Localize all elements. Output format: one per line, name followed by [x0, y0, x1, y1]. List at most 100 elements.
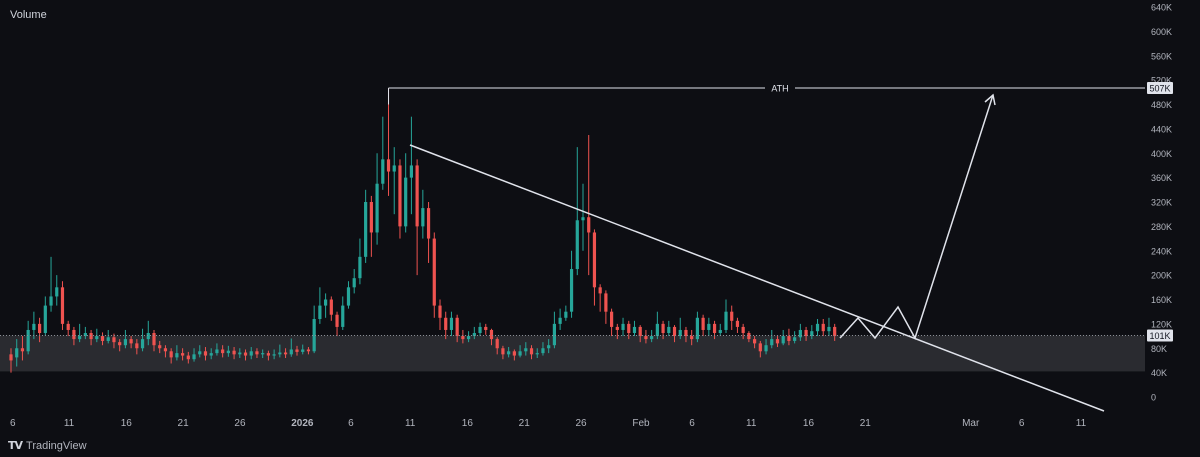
candle-body [32, 323, 36, 330]
candle-body [352, 278, 356, 288]
candle-body [118, 342, 122, 346]
candle-body [524, 348, 528, 352]
candle-body [38, 323, 42, 334]
candle-body [735, 320, 740, 327]
candle-body [707, 323, 711, 330]
current-price-label-bg [1147, 329, 1173, 342]
candle-body [243, 352, 248, 356]
y-tick-label: 80K [1151, 344, 1167, 354]
candle-body [181, 353, 185, 356]
y-tick-label: 560K [1151, 51, 1172, 61]
candle-body [512, 351, 516, 356]
candle-body [627, 323, 631, 334]
x-tick-label: 11 [405, 418, 416, 429]
candle-body [341, 305, 345, 327]
candle-body [9, 354, 13, 361]
candle-body [432, 238, 436, 306]
candle-body [632, 326, 637, 334]
candle-body [690, 336, 694, 340]
candle-body [72, 329, 76, 340]
candle-body [753, 339, 757, 344]
x-tick-label: 26 [234, 418, 246, 429]
candle-body [592, 232, 597, 288]
candle-body [535, 353, 539, 355]
candle-body [815, 323, 820, 332]
x-tick-label: 6 [10, 418, 16, 429]
candle-body [324, 299, 328, 306]
x-tick-label: 16 [462, 418, 474, 429]
candle-body [712, 323, 717, 334]
candle-body [404, 177, 408, 227]
candle-body [55, 287, 59, 297]
candle-body [158, 345, 162, 349]
candle-body [650, 336, 654, 340]
candle-body [489, 329, 494, 340]
candle-body [386, 159, 391, 172]
candle-body [346, 287, 351, 306]
candle-body [364, 202, 368, 257]
brand-label: TradingView [26, 439, 87, 452]
candle-body [255, 351, 259, 355]
candle-body [152, 333, 156, 346]
y-tick-label: 440K [1151, 124, 1172, 134]
candle-body [724, 311, 728, 330]
candle-body [741, 326, 745, 334]
candle-body [66, 323, 70, 330]
candle-body [575, 220, 579, 270]
candle-body [89, 333, 93, 340]
candle-body [461, 336, 465, 340]
candle-body [106, 337, 110, 341]
candle-body [827, 326, 831, 332]
candle-body [289, 349, 293, 355]
candle-body [507, 351, 511, 355]
x-tick-label: 6 [348, 418, 354, 429]
candle-body [60, 287, 65, 324]
trendline [409, 144, 1105, 412]
candle-body [449, 317, 454, 330]
y-tick-label: 0 [1151, 393, 1156, 403]
x-tick-label: 6 [1019, 418, 1025, 429]
candle-body [764, 345, 768, 352]
candle-body [49, 296, 53, 306]
candle-body [684, 329, 688, 337]
candle-body [564, 311, 568, 318]
candle-body [438, 305, 442, 318]
candle-body [821, 323, 825, 332]
x-tick-label: 16 [803, 418, 815, 429]
y-tick-label: 120K [1151, 319, 1172, 329]
y-tick-label: 600K [1151, 27, 1172, 37]
candle-body [78, 336, 82, 340]
candle-body [238, 352, 242, 355]
candle-body [701, 317, 705, 330]
candle-body [581, 217, 585, 221]
indicator-title[interactable]: Volume [10, 9, 47, 21]
candle-body [83, 333, 87, 337]
candle-body [135, 343, 139, 349]
candle-body [198, 351, 202, 355]
candle-body [381, 159, 385, 184]
candle-body [95, 336, 99, 340]
y-tick-label: 640K [1151, 3, 1172, 13]
candle-body [112, 337, 116, 343]
candle-body [610, 311, 614, 327]
candle-body [672, 326, 677, 337]
tradingview-logo[interactable]: TV TradingView [8, 439, 87, 452]
ath-price-label: 507K [1149, 84, 1170, 94]
x-tick-label: Mar [962, 418, 980, 429]
candle-body [306, 349, 311, 352]
candle-body [615, 326, 619, 330]
candle-body [793, 337, 797, 341]
candle-body [312, 319, 316, 352]
candle-body [20, 348, 25, 352]
candle-body [329, 299, 333, 315]
candle-body [226, 350, 230, 354]
candle-body [518, 351, 522, 356]
tradingview-icon: TV [8, 439, 23, 452]
candle-body [667, 326, 671, 334]
candle-body [747, 333, 751, 340]
candle-body [175, 353, 179, 358]
candle-body [100, 336, 105, 341]
candle-body [467, 336, 471, 340]
y-tick-label: 400K [1151, 149, 1172, 159]
